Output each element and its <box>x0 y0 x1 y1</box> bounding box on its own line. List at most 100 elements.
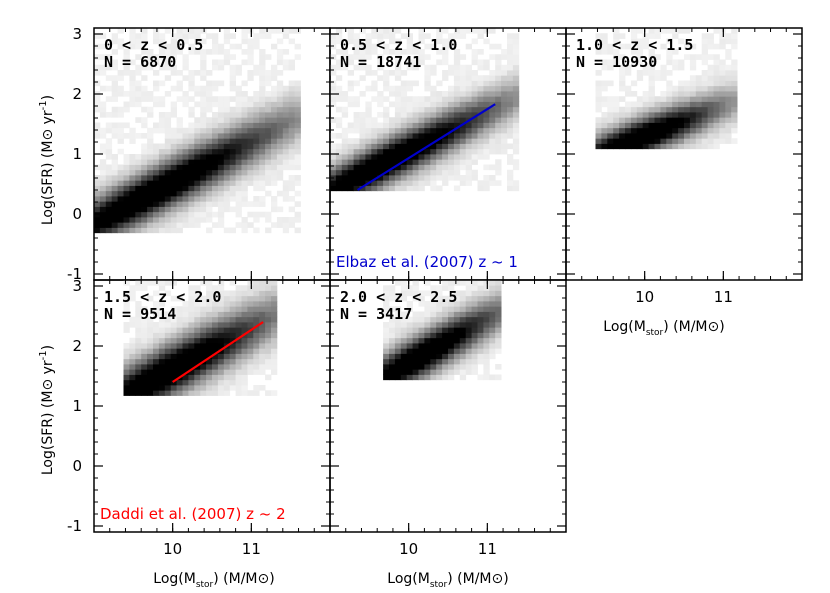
density-cell <box>170 164 177 171</box>
density-cell <box>194 148 201 155</box>
density-cell <box>253 43 260 50</box>
density-cell <box>341 180 349 186</box>
density-cell <box>253 38 260 45</box>
density-cell <box>111 185 118 192</box>
density-cell <box>206 70 213 76</box>
density-cell <box>200 343 207 349</box>
density-cell <box>365 49 372 55</box>
density-cell <box>217 290 225 297</box>
density-cell <box>365 117 372 123</box>
density-cell <box>188 28 195 34</box>
density-cell <box>394 49 402 55</box>
density-cell <box>430 285 437 291</box>
density-cell <box>153 206 160 213</box>
density-cell <box>212 190 219 197</box>
density-cell <box>194 117 201 123</box>
density-cell <box>495 374 502 381</box>
density-cell <box>200 133 207 139</box>
density-cell <box>129 80 136 87</box>
density-cell <box>335 49 343 55</box>
density-cell <box>383 70 390 76</box>
density-cell <box>217 143 225 150</box>
density-cell <box>247 148 254 155</box>
density-cell <box>212 311 219 318</box>
density-cell <box>630 106 638 113</box>
density-cell <box>188 33 195 39</box>
y-tick-label: 0 <box>72 205 82 223</box>
density-cell <box>477 59 484 66</box>
density-cell <box>153 70 160 76</box>
density-cell <box>235 180 242 186</box>
density-cell <box>223 117 231 123</box>
density-cell <box>636 112 644 118</box>
density-cell <box>99 169 107 176</box>
density-cell <box>400 316 408 323</box>
density-cell <box>630 49 638 55</box>
density-cell <box>406 159 413 165</box>
density-cell <box>489 322 496 328</box>
density-cell <box>430 327 437 333</box>
density-cell <box>194 127 201 134</box>
density-cell <box>141 38 148 45</box>
density-cell <box>477 85 484 92</box>
density-cell <box>212 143 219 150</box>
density-cell <box>229 190 236 197</box>
density-cell <box>359 54 366 60</box>
density-cell <box>158 385 166 391</box>
density-cell <box>436 148 443 155</box>
density-cell <box>400 117 408 123</box>
density-cell <box>507 43 514 50</box>
density-cell <box>406 337 413 344</box>
density-cell <box>495 54 502 60</box>
density-cell <box>206 358 213 365</box>
density-cell <box>141 49 148 55</box>
density-cell <box>241 59 248 66</box>
density-cell <box>276 164 284 171</box>
density-cell <box>206 80 213 87</box>
y-tick-label: 0 <box>72 457 82 475</box>
density-cell <box>465 316 472 323</box>
density-cell <box>642 91 649 97</box>
density-cell <box>235 211 242 218</box>
density-cell <box>412 374 419 381</box>
density-cell <box>719 138 726 144</box>
density-cell <box>341 112 349 118</box>
density-cell <box>701 33 708 39</box>
density-cell <box>365 169 372 176</box>
density-cell <box>217 295 225 302</box>
density-cell <box>684 43 691 50</box>
density-cell <box>188 43 195 50</box>
density-cell <box>453 143 461 150</box>
density-cell <box>477 322 484 328</box>
density-cell <box>394 358 402 365</box>
density-cell <box>489 280 496 286</box>
density-cell <box>117 164 124 171</box>
density-cell <box>158 175 166 181</box>
density-cell <box>223 311 231 318</box>
density-cell <box>430 106 437 113</box>
density-cell <box>465 306 472 312</box>
density-cell <box>389 327 396 333</box>
density-cell <box>129 369 136 375</box>
density-cell <box>141 322 148 328</box>
density-cell <box>229 332 236 339</box>
density-cell <box>247 343 254 349</box>
density-cell <box>642 127 649 134</box>
density-cell <box>448 374 455 381</box>
density-cell <box>512 38 520 45</box>
density-cell <box>448 280 455 286</box>
density-cell <box>164 327 172 333</box>
density-cell <box>158 196 166 202</box>
density-cell <box>129 159 136 165</box>
density-cell <box>436 80 443 87</box>
density-cell <box>276 101 284 108</box>
density-cell <box>271 369 278 375</box>
density-cell <box>188 106 195 113</box>
density-cell <box>389 154 396 160</box>
density-cell <box>176 80 183 87</box>
density-cell <box>495 80 502 87</box>
density-cell <box>194 358 201 365</box>
density-cell <box>271 348 278 354</box>
density-cell <box>660 127 667 134</box>
density-cell <box>158 122 166 129</box>
